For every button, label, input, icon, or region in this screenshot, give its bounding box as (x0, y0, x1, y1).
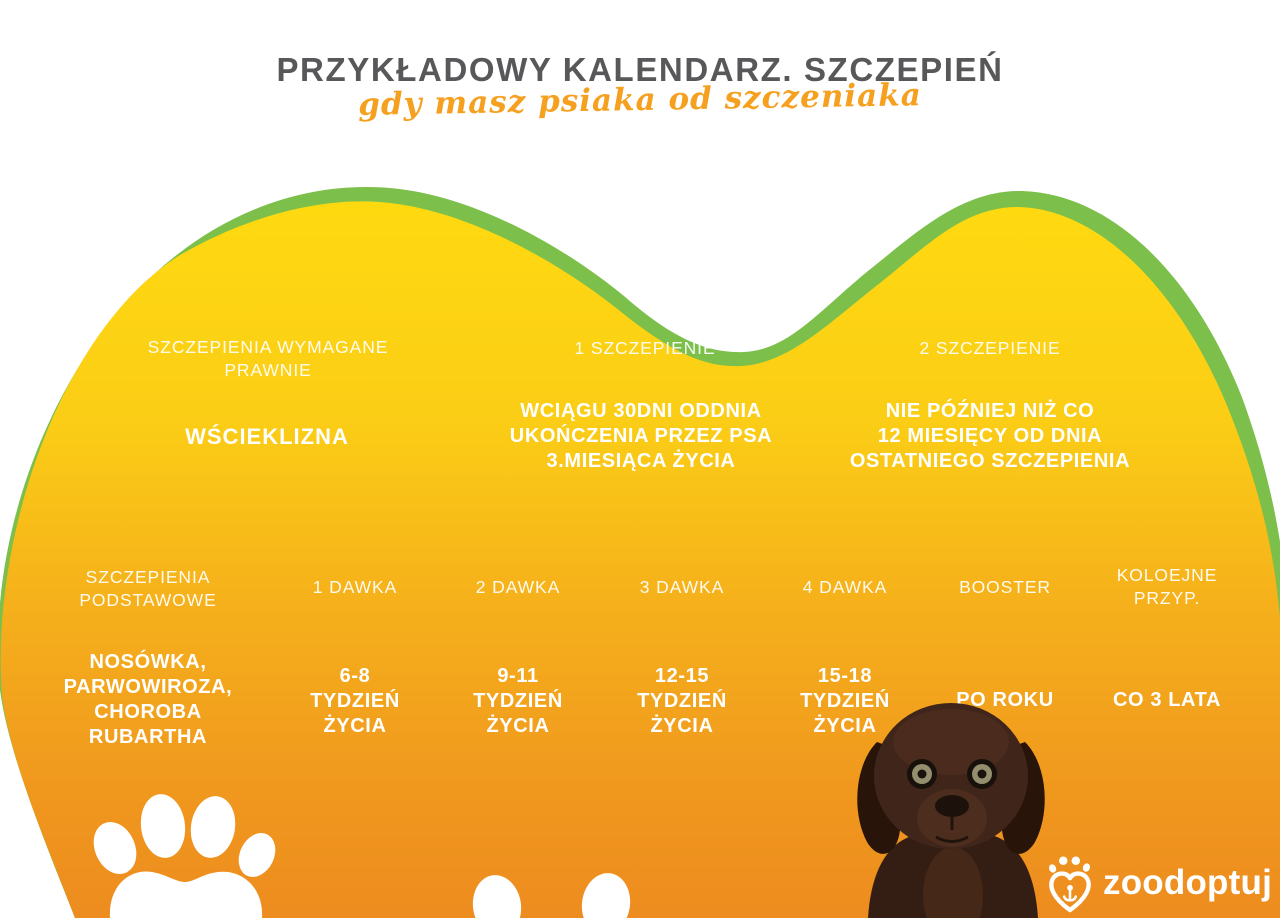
paw-print-partial (472, 873, 631, 918)
basic-value-dose1: 6-8 TYDZIEŃ ŻYCIA (310, 665, 400, 737)
legal-value-first-shot: WCIĄGU 30DNI ODDNIA UKOŃCZENIA PRZEZ PSA… (509, 400, 773, 472)
basic-header-dose3: 3 DAWKA (639, 577, 725, 597)
basic-header-core: SZCZEPIENIA PODSTAWOWE (79, 567, 217, 610)
basic-value-next: CO 3 LATA (1113, 689, 1221, 711)
basic-header-next: KOLOEJNE PRZYP. (1116, 565, 1218, 608)
basic-header-dose2: 2 DAWKA (475, 577, 561, 597)
basic-value-dose2: 9-11 TYDZIEŃ ŻYCIA (473, 665, 563, 737)
legal-header-first-shot: 1 SZCZEPIENIE (574, 338, 716, 358)
paw-heart-icon (1049, 856, 1091, 913)
basic-value-diseases: NOSÓWKA, PARWOWIROZA, CHOROBA RUBARTHA (63, 651, 233, 748)
basic-header-booster: BOOSTER (959, 577, 1051, 597)
basic-value-dose4: 15-18 TYDZIEŃ ŻYCIA (800, 665, 890, 737)
legal-value-rabies: WŚCIEKLIZNA (185, 424, 349, 449)
brand-logo: zoodoptuj (1041, 852, 1272, 914)
legal-header-required: SZCZEPIENIA WYMAGANE PRAWNIE (147, 337, 389, 380)
basic-header-dose1: 1 DAWKA (312, 577, 398, 597)
page-title: PRZYKŁADOWY KALENDARZ. SZCZEPIEŃ (276, 51, 1004, 88)
paw-print-large (93, 794, 276, 918)
yellow-blob-shape (0, 201, 1280, 918)
basic-value-dose3: 12-15 TYDZIEŃ ŻYCIA (637, 665, 727, 737)
title-block: PRZYKŁADOWY KALENDARZ. SZCZEPIEŃ gdy mas… (0, 51, 1280, 123)
basic-header-dose4: 4 DAWKA (802, 577, 888, 597)
brand-logo-text: zoodoptuj (1103, 863, 1272, 902)
legal-value-second-shot: NIE PÓŹNIEJ NIŻ CO 12 MIESIĘCY OD DNIA O… (849, 400, 1131, 472)
legal-header-second-shot: 2 SZCZEPIENIE (919, 338, 1061, 358)
puppy-photo (857, 703, 1045, 918)
